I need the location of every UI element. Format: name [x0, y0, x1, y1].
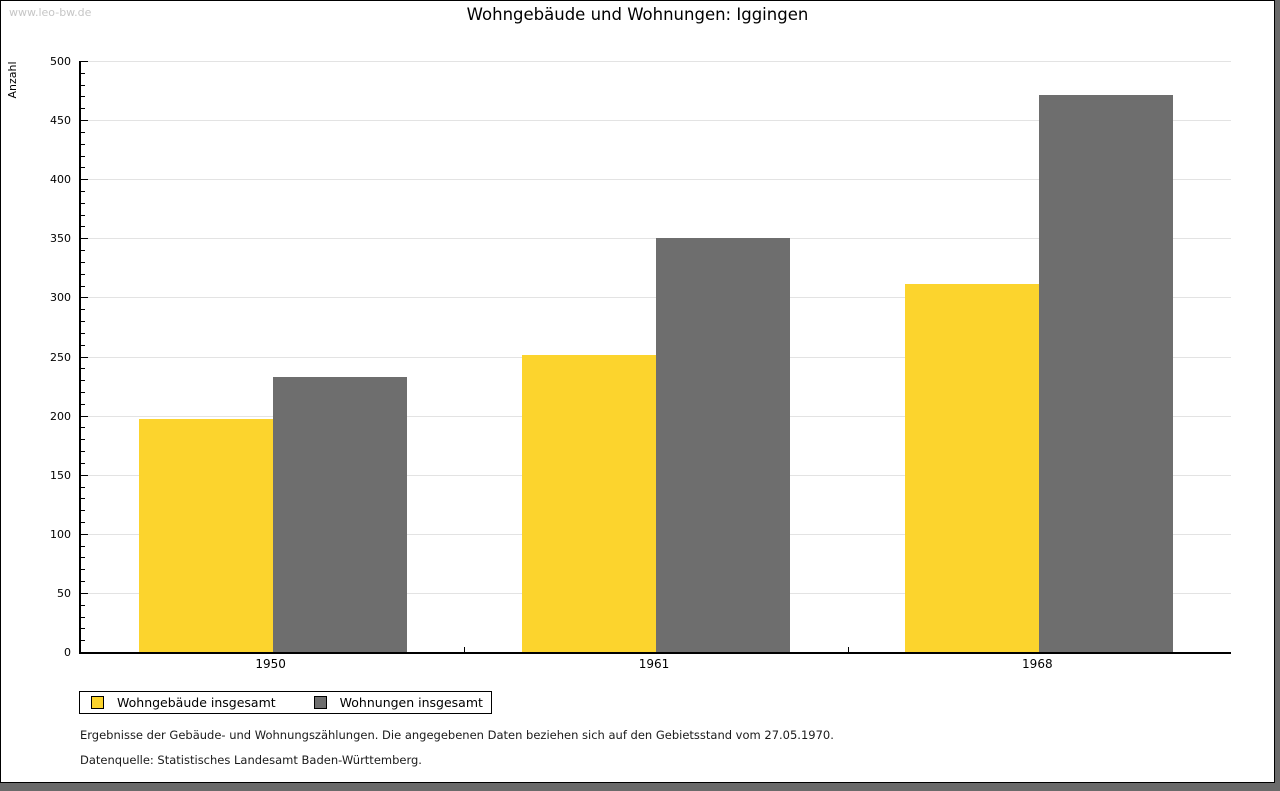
x-axis-label: 1961 [638, 657, 670, 671]
x-axis-label: 1968 [1022, 657, 1053, 671]
y-tick-minor [81, 226, 85, 228]
y-axis-tick-label: 0 [64, 646, 71, 659]
y-tick-minor [81, 261, 85, 263]
bar-1961-wohngebaeude [522, 355, 656, 652]
y-tick-minor [81, 380, 85, 382]
legend: Wohngebäude insgesamt Wohnungen insgesam… [79, 691, 492, 714]
y-tick-minor [81, 309, 85, 311]
y-tick-minor [81, 510, 85, 512]
y-tick-minor [81, 108, 85, 110]
legend-swatch-gray-icon [313, 696, 327, 709]
y-tick-minor [81, 250, 85, 252]
gridline [81, 179, 1231, 181]
bar-1961-wohnungen [656, 238, 790, 652]
legend-entry-wohnungen: Wohnungen insgesamt [313, 695, 483, 710]
y-tick-minor [81, 557, 85, 559]
y-tick-minor [81, 628, 85, 630]
watermark: www.leo-bw.de [9, 6, 92, 19]
y-axis-tick-label: 50 [57, 586, 71, 600]
x-axis-tick [464, 647, 466, 652]
legend-entry-wohngebaeude: Wohngebäude insgesamt [91, 695, 276, 710]
y-tick-major [81, 533, 88, 535]
y-tick-minor [81, 616, 85, 618]
y-tick-major [81, 238, 88, 240]
y-tick-major [81, 592, 88, 594]
chart-title: Wohngebäude und Wohnungen: Iggingen [466, 5, 809, 24]
y-tick-minor [81, 581, 85, 583]
y-tick-minor [81, 545, 85, 547]
y-tick-minor [81, 486, 85, 488]
y-tick-minor [81, 451, 85, 453]
y-tick-minor [81, 202, 85, 204]
x-axis-tick [847, 647, 849, 652]
y-axis-tick-label: 150 [50, 468, 71, 482]
y-tick-minor [81, 285, 85, 287]
y-axis-tick-labels: 0 50 100 150 200 250 300 350 400 450 500 [1, 55, 75, 659]
y-tick-minor [81, 273, 85, 275]
y-tick-major [81, 61, 88, 62]
plot-area [79, 61, 1231, 654]
y-tick-minor [81, 131, 85, 133]
y-axis-tick-label: 400 [50, 173, 71, 187]
legend-label: Wohngebäude insgesamt [117, 695, 276, 710]
y-tick-minor [81, 391, 85, 393]
y-axis-tick-label: 100 [50, 527, 71, 541]
legend-swatch-yellow-icon [91, 696, 104, 709]
bar-1968-wohngebaeude [905, 284, 1040, 652]
y-tick-minor [81, 569, 85, 571]
y-tick-minor [81, 604, 85, 606]
y-tick-minor [81, 344, 85, 346]
y-tick-minor [81, 214, 85, 216]
gridline [81, 120, 1231, 122]
y-tick-minor [81, 143, 85, 145]
y-tick-major [81, 415, 88, 417]
y-tick-minor [81, 439, 85, 441]
y-tick-major [81, 356, 88, 358]
y-tick-minor [81, 332, 85, 334]
y-tick-major [81, 474, 88, 476]
bar-1950-wohnungen [272, 376, 407, 652]
y-tick-minor [81, 191, 85, 193]
y-tick-minor [81, 427, 85, 429]
y-tick-minor [81, 84, 85, 86]
y-tick-major [81, 297, 88, 299]
y-tick-major [81, 179, 88, 181]
y-axis-tick-label: 500 [50, 55, 71, 68]
y-axis-tick-label: 200 [50, 409, 71, 423]
y-tick-minor [81, 96, 85, 98]
legend-label: Wohnungen insgesamt [339, 695, 483, 710]
bar-1950-wohngebaeude [138, 419, 273, 652]
x-axis-label: 1950 [255, 657, 286, 671]
y-tick-minor [81, 155, 85, 157]
y-tick-minor [81, 498, 85, 500]
y-tick-minor [81, 462, 85, 464]
y-tick-minor [81, 640, 85, 642]
y-tick-minor [81, 368, 85, 370]
footnote-source-note: Ergebnisse der Gebäude- und Wohnungszähl… [80, 728, 834, 742]
y-tick-minor [81, 321, 85, 323]
y-axis-tick-label: 250 [50, 350, 71, 364]
y-axis-tick-label: 450 [50, 114, 71, 128]
bar-1968-wohnungen [1039, 95, 1174, 652]
y-tick-minor [81, 72, 85, 74]
y-axis-tick-label: 350 [50, 232, 71, 246]
y-tick-minor [81, 167, 85, 169]
y-tick-minor [81, 403, 85, 405]
y-tick-minor [81, 521, 85, 523]
gridline [81, 61, 1231, 62]
y-axis-tick-label: 300 [50, 291, 71, 305]
footnote-data-source: Datenquelle: Statistisches Landesamt Bad… [80, 753, 422, 767]
y-tick-major [81, 120, 88, 122]
